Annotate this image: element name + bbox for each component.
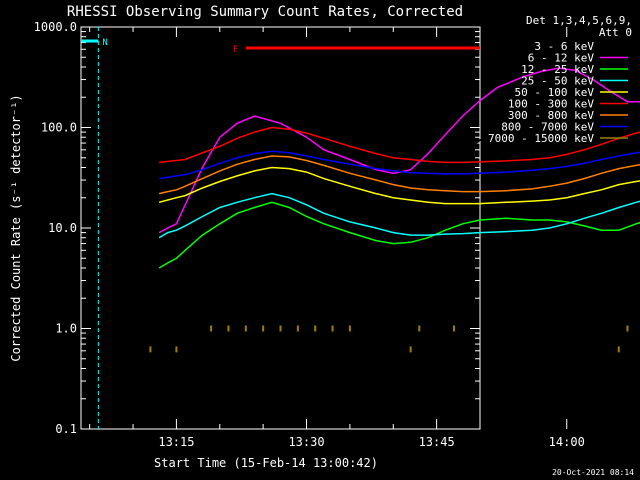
series-line (159, 126, 640, 164)
legend-label: 7000 - 15000 keV (488, 132, 594, 145)
plot-area: 0.1 1.0 10.0 100.0 1000.0 13:15 13:30 13:45 14:0… (34, 20, 640, 449)
y-tick-label: 100.0 (41, 121, 77, 135)
legend-label: 800 - 7000 keV (501, 121, 594, 134)
series-mark (626, 325, 629, 332)
series-mark (210, 325, 213, 332)
legend-label: 300 - 800 keV (508, 109, 594, 122)
series-mark (244, 325, 247, 332)
x-tick-label: 13:45 (419, 435, 455, 449)
series-line (158, 150, 640, 180)
series-mark (314, 325, 317, 332)
x-tick-label: 13:15 (158, 435, 194, 449)
chart-title: RHESSI Observing Summary Count Rates, Co… (67, 4, 463, 20)
series-line (158, 192, 640, 239)
series-mark (617, 346, 620, 353)
y-axis-label: Corrected Count Rate (s⁻¹ detector⁻¹) (9, 94, 23, 361)
legend-label: 50 - 100 keV (515, 86, 595, 99)
series-line (158, 155, 640, 195)
x-tick-label: 14:00 (549, 435, 585, 449)
y-tick-label: 0.1 (55, 422, 77, 436)
y-tick-label: 1.0 (55, 322, 77, 336)
series-mark (409, 346, 412, 353)
series-mark (348, 325, 351, 332)
x-tick-label: 13:30 (288, 435, 324, 449)
series-mark (149, 346, 152, 353)
y-tick-label: 1000.0 (34, 20, 77, 34)
series-mark (175, 346, 178, 353)
series-mark (331, 325, 334, 332)
legend-label: 25 - 50 keV (521, 75, 594, 88)
series-line (158, 166, 640, 205)
x-axis-label: Start Time (15-Feb-14 13:00:42) (154, 456, 378, 470)
legend-header-line-2: Att 0 (599, 26, 632, 39)
series-mark (227, 325, 230, 332)
y-tick-label: 10.0 (48, 221, 77, 235)
series-line (158, 201, 640, 269)
series-mark (296, 325, 299, 332)
series-mark (418, 325, 421, 332)
legend-label: 6 - 12 keV (528, 52, 595, 65)
flag-label: F (233, 45, 238, 55)
series-mark (452, 325, 455, 332)
series-mark (279, 325, 282, 332)
footer-timestamp: 20-Oct-2021 08:14 (552, 468, 634, 477)
series-line (158, 67, 640, 234)
legend-label: 12 - 25 keV (521, 63, 594, 76)
series-line (158, 102, 640, 294)
flag-label: N (102, 38, 107, 48)
legend-label: 3 - 6 keV (534, 40, 594, 53)
legend-header-line-1: Det 1,3,4,5,6,9, (526, 14, 632, 27)
series-mark (262, 325, 265, 332)
legend-label: 100 - 300 keV (508, 98, 594, 111)
